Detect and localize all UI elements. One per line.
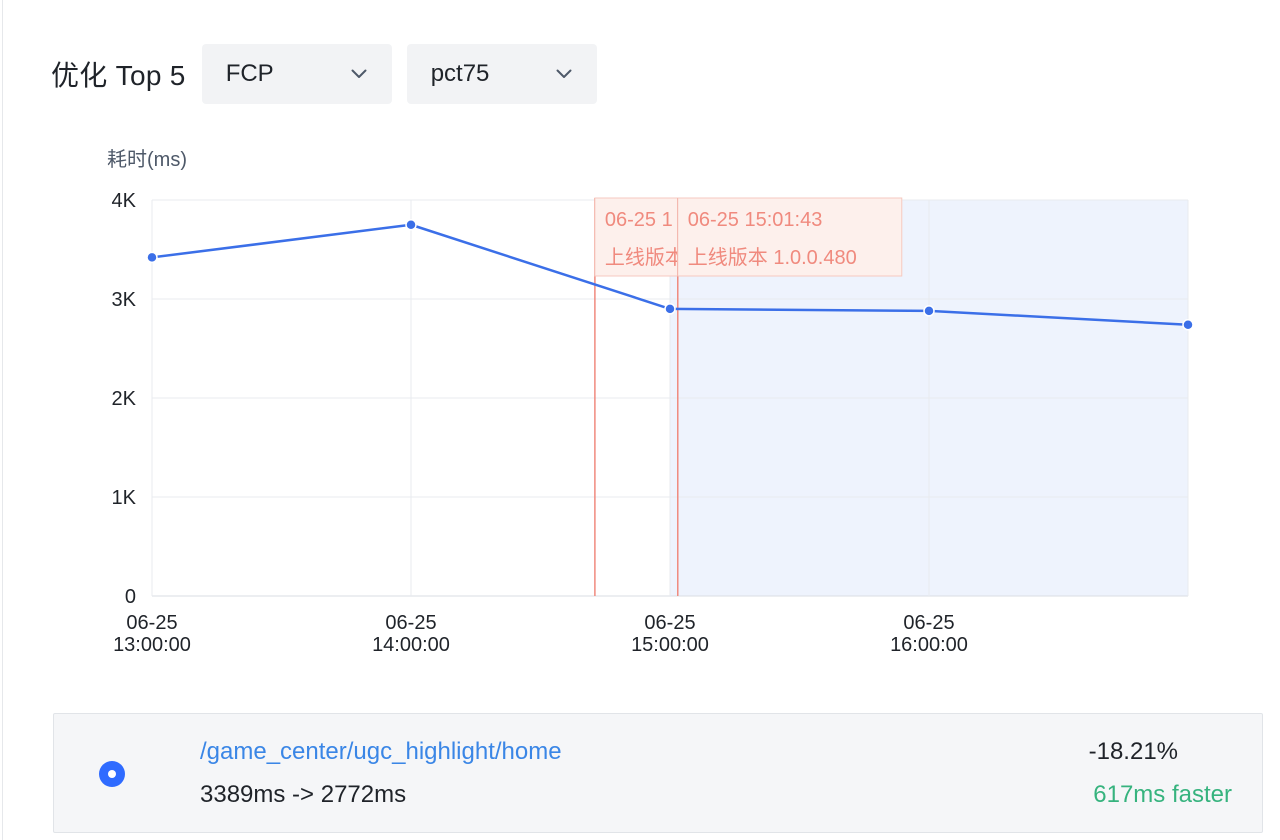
release-marker-time: 06-25 1: [605, 209, 673, 231]
timing-range: 3389ms -> 2772ms: [200, 781, 407, 808]
x-tick-label-date: 06-25: [903, 612, 954, 634]
release-marker-box: [677, 197, 903, 277]
percentile-select[interactable]: pct75: [406, 44, 597, 104]
data-point: [146, 251, 158, 264]
radio-selected[interactable]: [99, 761, 125, 787]
x-tick-label-time: 15:00:00: [631, 634, 709, 656]
x-tick-label-time: 16:00:00: [890, 634, 968, 656]
x-tick-label-date: 06-25: [644, 612, 695, 634]
metric-select-value: FCP: [225, 60, 274, 87]
card-title: 优化 Top 5: [51, 60, 186, 91]
faster-label: 617ms faster: [1093, 781, 1232, 808]
timing-chart: 06-25 1 上线版本 06-25 15:01:43 上线版本 1.0.0.480 …: [3, 130, 1280, 690]
data-point: [405, 219, 417, 231]
x-tick-label-date: 06-25: [385, 612, 436, 634]
data-point: [664, 303, 676, 315]
metric-select[interactable]: FCP: [201, 44, 392, 104]
y-tick-label: 1K: [112, 487, 137, 509]
card-header: 优化 Top 5 FCP pct75: [51, 44, 612, 104]
chevron-down-icon: [555, 65, 573, 83]
release-marker-version: 上线版本 1.0.0.480: [688, 246, 857, 269]
percentile-select-value: pct75: [430, 60, 490, 87]
radio-dot: [108, 770, 116, 778]
x-tick-label-time: 13:00:00: [113, 634, 191, 656]
data-point: [1182, 318, 1194, 331]
percent-change: -18.21%: [1088, 738, 1178, 765]
y-tick-label: 0: [125, 586, 136, 608]
page-path-link[interactable]: /game_center/ugc_highlight/home: [200, 738, 562, 765]
y-axis-title: 耗时(ms): [107, 148, 187, 171]
x-tick-label-date: 06-25: [126, 612, 177, 634]
y-tick-label: 2K: [112, 388, 137, 410]
chevron-down-icon: [350, 65, 368, 83]
y-tick-label: 4K: [112, 190, 137, 212]
release-marker-time: 06-25 15:01:43: [688, 209, 823, 231]
data-point: [923, 305, 935, 317]
x-tick-label-time: 14:00:00: [372, 634, 450, 656]
release-marker-version: 上线版本: [605, 246, 685, 269]
y-tick-label: 3K: [112, 289, 137, 311]
result-row[interactable]: /game_center/ugc_highlight/home 3389ms -…: [53, 713, 1263, 833]
